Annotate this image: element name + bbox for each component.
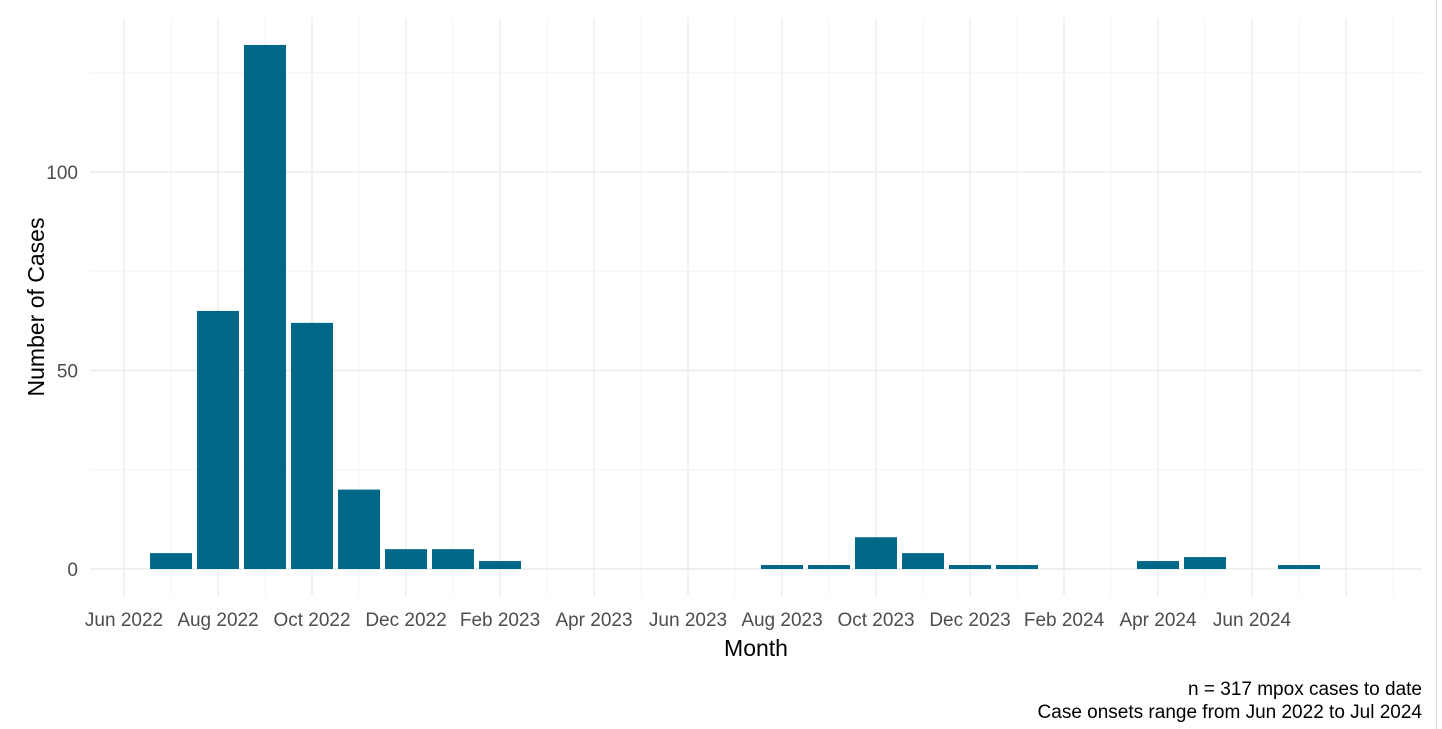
x-tick-label: Oct 2022	[273, 610, 350, 631]
x-axis-title: Month	[724, 635, 788, 661]
bar-nov-2022	[338, 489, 380, 569]
bar-nov-2023	[902, 553, 944, 569]
bar-jan-2024	[996, 565, 1038, 569]
bar-dec-2023	[949, 565, 991, 569]
bar-oct-2023	[855, 537, 897, 569]
y-tick-label: 100	[46, 163, 78, 184]
x-tick-label: Feb 2024	[1024, 610, 1105, 631]
x-tick-label: Dec 2022	[365, 610, 446, 631]
bar-jul-2024	[1278, 565, 1320, 569]
y-tick-label: 50	[57, 362, 78, 383]
x-tick-label: Feb 2023	[460, 610, 540, 631]
bar-oct-2022	[291, 322, 333, 569]
bar-may-2024	[1184, 557, 1226, 569]
bar-sep-2023	[808, 565, 850, 569]
x-tick-label: Aug 2022	[177, 610, 258, 631]
x-tick-label: Jun 2022	[85, 610, 163, 631]
bar-aug-2022	[197, 310, 239, 569]
x-tick-label: Apr 2024	[1119, 610, 1197, 631]
x-tick-label: Dec 2023	[929, 610, 1010, 631]
panel-border	[1436, 0, 1437, 729]
bar-sep-2022	[244, 44, 286, 569]
x-tick-label: Oct 2023	[837, 610, 914, 631]
bar-feb-2023	[479, 561, 521, 569]
bar-jan-2023	[432, 549, 474, 569]
y-tick-label: 0	[67, 560, 78, 581]
bar-aug-2023	[761, 565, 803, 569]
y-tick-labels: 0 50 100	[46, 163, 78, 581]
bars	[150, 44, 1320, 569]
bar-apr-2024	[1137, 561, 1179, 569]
grid-lines	[90, 18, 1422, 596]
y-axis-title: Number of Cases	[23, 218, 49, 397]
x-tick-label: Apr 2023	[555, 610, 632, 631]
x-tick-label: Aug 2023	[741, 610, 822, 631]
caption-onset-range: Case onsets range from Jun 2022 to Jul 2…	[1038, 702, 1423, 723]
x-tick-labels: Jun 2022 Aug 2022 Oct 2022 Dec 2022 Feb 2023…	[85, 610, 1292, 631]
x-tick-label: Jun 2023	[649, 610, 727, 631]
x-tick-label: Jun 2024	[1213, 610, 1292, 631]
bar-jul-2022	[150, 553, 192, 569]
bar-dec-2022	[385, 549, 427, 569]
caption-total-cases: n = 317 mpox cases to date	[1188, 679, 1422, 700]
